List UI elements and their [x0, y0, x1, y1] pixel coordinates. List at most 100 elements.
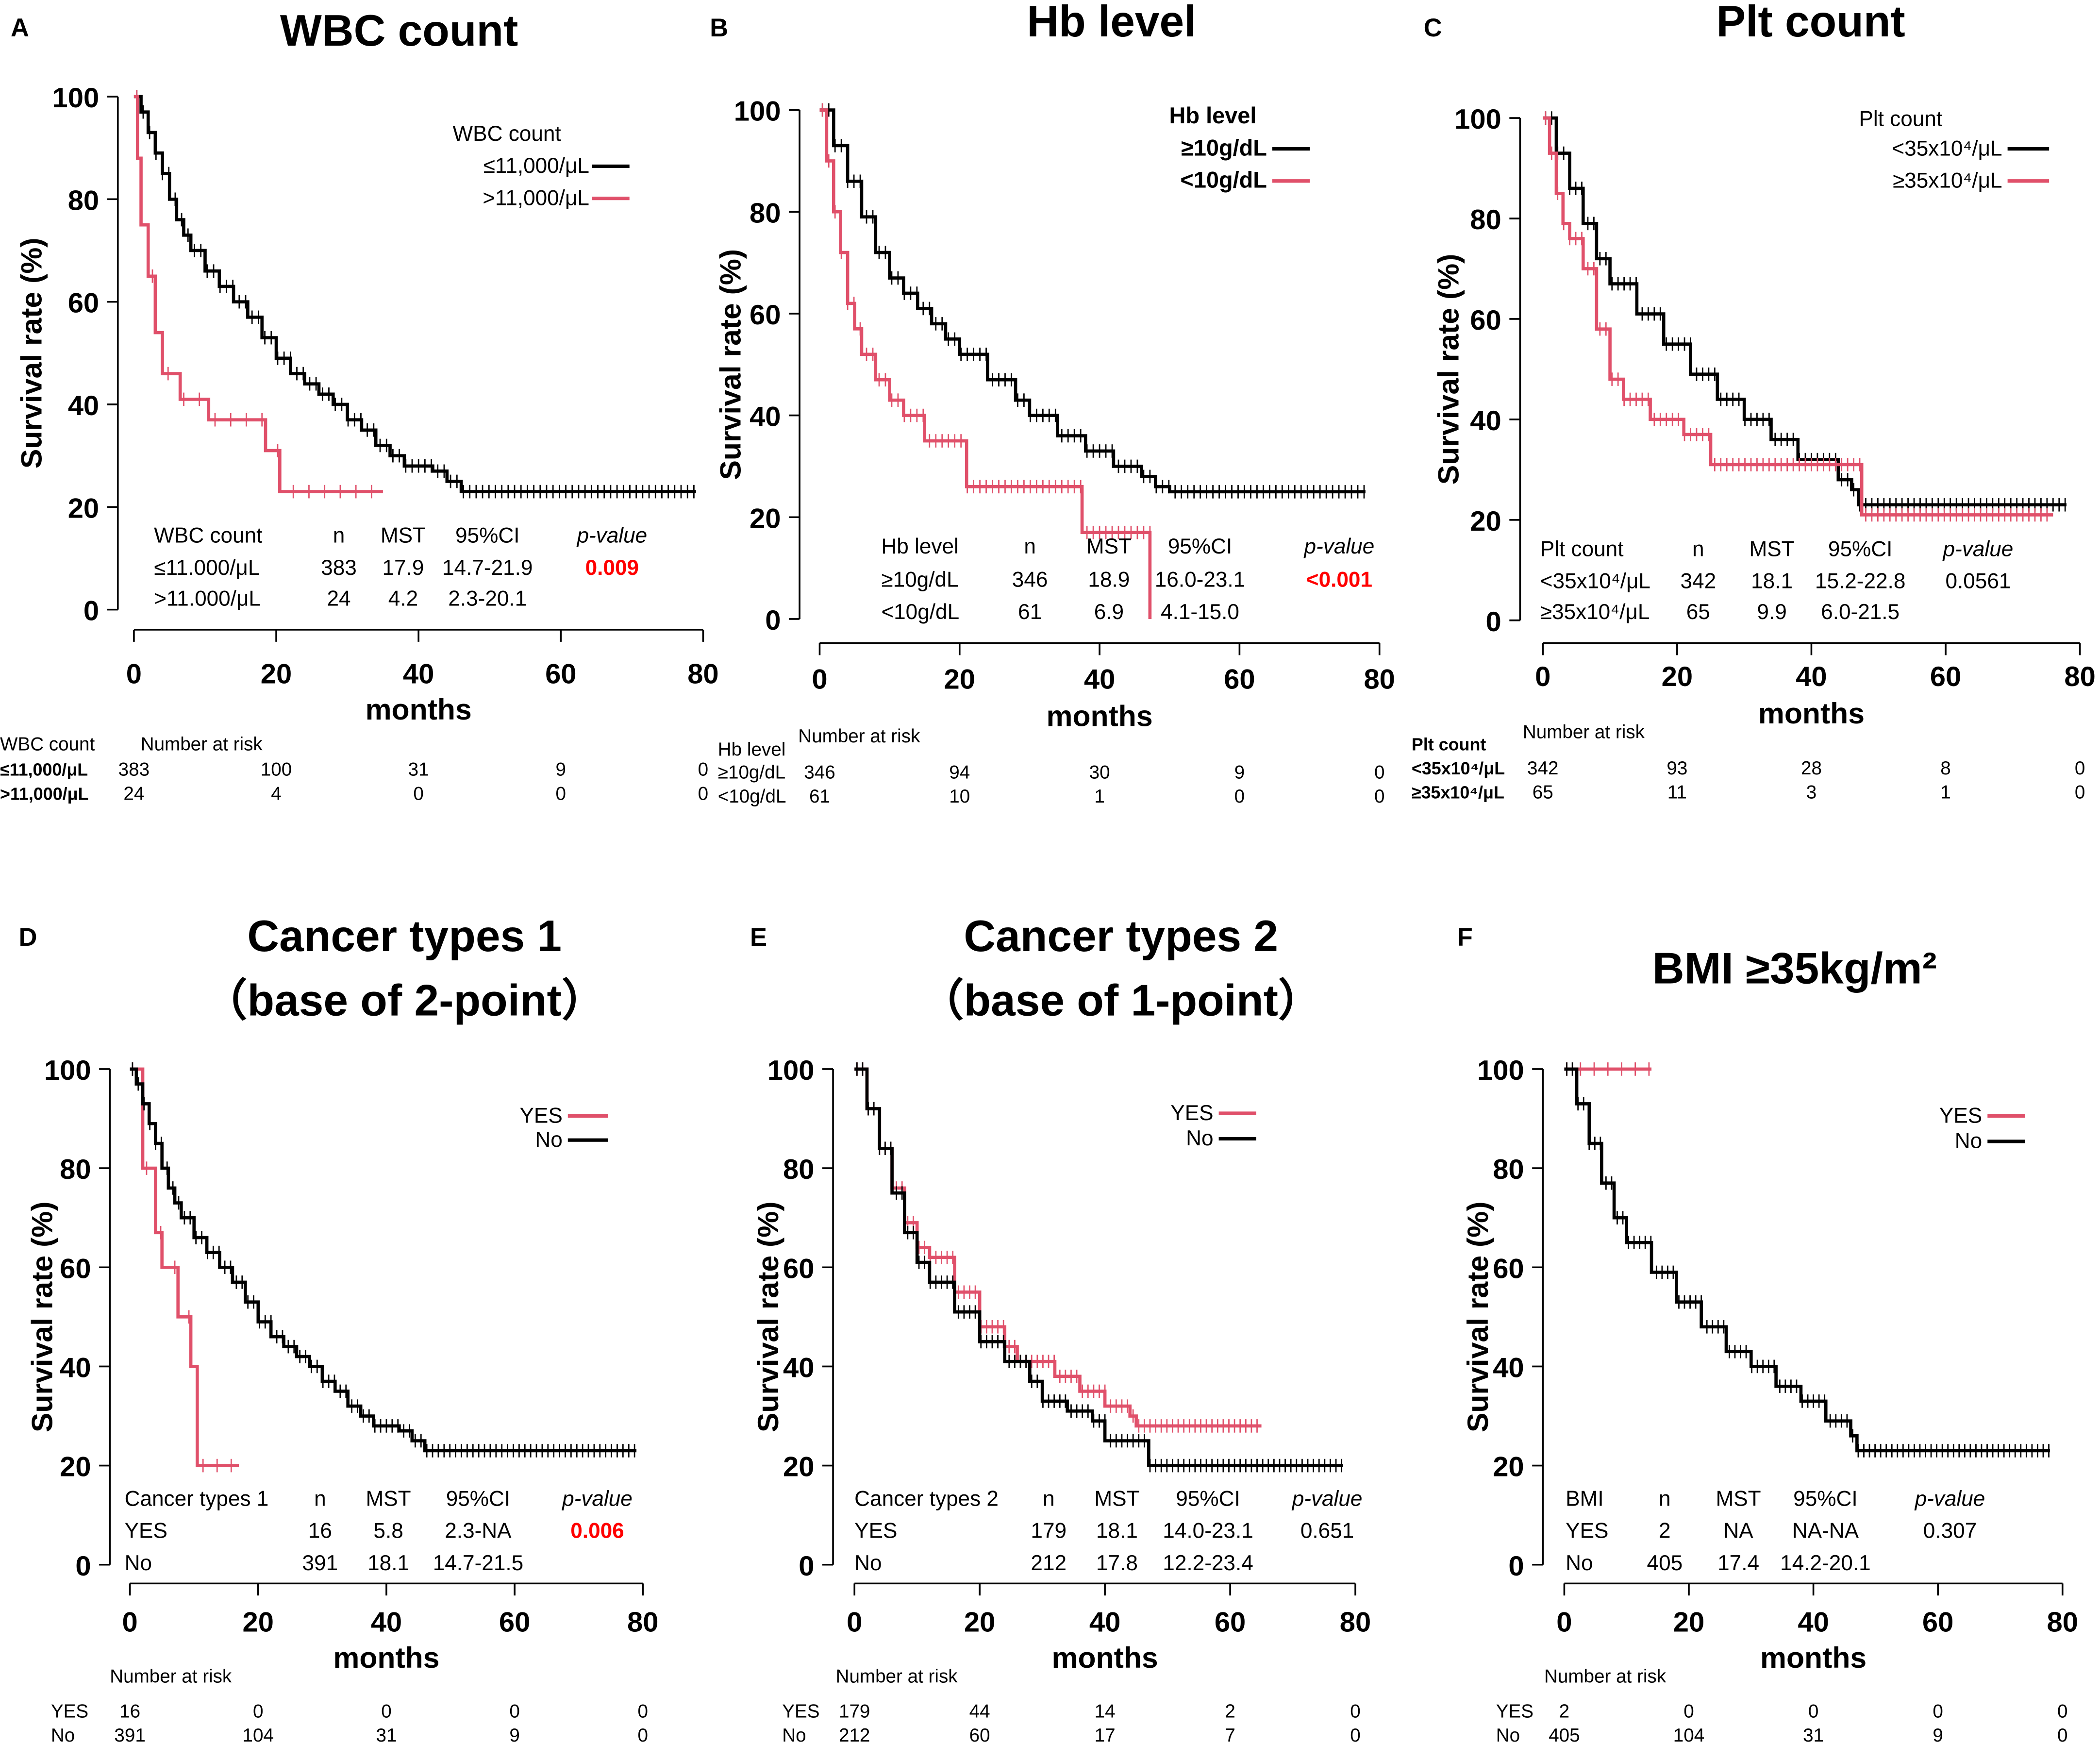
panel-title: WBC count	[280, 6, 518, 55]
risk-count: 212	[839, 1725, 870, 1743]
p-value: 0.009	[585, 556, 639, 580]
x-tick-label: 60	[545, 658, 576, 689]
y-tick-label: 80	[68, 185, 99, 216]
y-tick-label: 100	[1477, 1055, 1524, 1086]
table-cell: 65	[1686, 600, 1710, 624]
table-header: Cancer types 1	[125, 1487, 269, 1510]
table-cell: 5.8	[373, 1519, 403, 1543]
x-tick-label: 40	[1798, 1607, 1829, 1638]
risk-row-label: <10g/dL	[718, 786, 786, 807]
risk-count: 0	[1374, 762, 1384, 783]
risk-count: 0	[2075, 782, 2085, 803]
risk-table-title: Number at risk	[1544, 1666, 1667, 1687]
risk-count: 0	[1933, 1701, 1943, 1722]
risk-group-label: Plt count	[1412, 735, 1486, 754]
risk-count: 0	[253, 1701, 263, 1722]
risk-group-label: WBC count	[0, 734, 95, 754]
table-header: p-value	[1914, 1487, 1985, 1510]
panel-letter: F	[1457, 923, 1473, 952]
legend-label: YES	[519, 1104, 562, 1127]
table-header: p-value	[1291, 1487, 1363, 1510]
table-cell: 18.1	[367, 1551, 409, 1575]
risk-count: 7	[1225, 1725, 1235, 1743]
risk-count: 10	[949, 786, 970, 807]
panel-letter: A	[11, 14, 29, 42]
risk-count: 0	[1808, 1701, 1818, 1722]
panel-title: （base of 1-point）	[920, 976, 1322, 1025]
y-tick-label: 80	[60, 1154, 91, 1185]
risk-count: 17	[1095, 1725, 1116, 1743]
x-tick-label: 60	[499, 1607, 530, 1638]
risk-count: 0	[1350, 1701, 1360, 1722]
panel-letter: C	[1424, 14, 1442, 42]
y-tick-label: 100	[52, 83, 100, 114]
legend-label: No	[1955, 1129, 1982, 1153]
risk-table-title: Number at risk	[798, 726, 920, 747]
table-header: n	[1024, 535, 1036, 558]
risk-count: 9	[1933, 1725, 1943, 1743]
y-tick-label: 100	[734, 96, 781, 127]
risk-count: 0	[1234, 786, 1245, 807]
table-header: MST	[381, 524, 426, 548]
x-axis-title: months	[333, 1641, 439, 1674]
legend-label: ≥10g/dL	[1181, 135, 1267, 160]
y-tick-label: 0	[765, 605, 781, 636]
x-tick-label: 0	[122, 1607, 138, 1638]
x-tick-label: 80	[2064, 661, 2095, 692]
x-tick-label: 80	[627, 1607, 658, 1638]
table-cell: 391	[302, 1551, 338, 1575]
risk-count: 0	[638, 1725, 648, 1743]
y-tick-label: 20	[1493, 1452, 1524, 1483]
legend-title: Hb level	[1169, 103, 1257, 128]
risk-count: 0	[698, 759, 708, 780]
table-header: 95%CI	[446, 1487, 510, 1510]
p-value: 0.307	[1923, 1519, 1977, 1543]
x-axis-title: months	[1052, 1641, 1158, 1674]
x-tick-label: 0	[126, 658, 142, 689]
risk-count: 9	[556, 759, 566, 780]
risk-group-label: Hb level	[718, 739, 786, 760]
risk-count: 0	[1374, 786, 1384, 807]
table-cell: <10g/dL	[881, 600, 959, 624]
risk-count: 0	[556, 783, 566, 804]
table-cell: 14.0-23.1	[1163, 1519, 1253, 1543]
table-cell: 61	[1018, 600, 1042, 624]
table-header: n	[1043, 1487, 1055, 1510]
x-tick-label: 20	[944, 664, 975, 695]
x-tick-label: 80	[687, 658, 718, 689]
risk-count: 16	[119, 1701, 140, 1722]
table-header: 95%CI	[1168, 535, 1232, 558]
risk-row-label: No	[51, 1725, 75, 1743]
x-tick-label: 0	[812, 664, 827, 695]
risk-count: 8	[1940, 758, 1950, 779]
table-header: BMI	[1566, 1487, 1603, 1510]
table-header: p-value	[1303, 535, 1375, 558]
table-header: 95%CI	[455, 524, 519, 548]
p-value: 0.006	[570, 1519, 624, 1543]
y-tick-label: 40	[68, 390, 99, 421]
table-cell: No	[125, 1551, 152, 1575]
x-axis-title: months	[1758, 697, 1865, 730]
y-tick-label: 60	[750, 300, 781, 331]
table-cell: NA-NA	[1792, 1519, 1859, 1543]
risk-table-title: Number at risk	[141, 734, 263, 754]
table-header: MST	[366, 1487, 411, 1510]
y-tick-label: 40	[750, 402, 781, 433]
risk-count: 31	[408, 759, 429, 780]
risk-count: 0	[2057, 1701, 2067, 1722]
y-axis-title: Survival rate (%)	[714, 249, 747, 480]
table-header: n	[333, 524, 345, 548]
risk-count: 94	[949, 762, 970, 783]
y-axis-title: Survival rate (%)	[1432, 254, 1465, 485]
risk-row-label: No	[1496, 1725, 1520, 1743]
risk-count: 24	[123, 783, 144, 804]
table-cell: 16.0-23.1	[1155, 568, 1245, 592]
panel-letter: E	[750, 923, 767, 952]
risk-count: 9	[509, 1725, 519, 1743]
x-tick-label: 80	[1364, 664, 1395, 695]
y-tick-label: 20	[783, 1452, 814, 1483]
table-cell: <35x10⁴/μL	[1540, 569, 1650, 593]
y-axis-title: Survival rate (%)	[15, 238, 48, 469]
table-cell: 179	[1031, 1519, 1067, 1543]
